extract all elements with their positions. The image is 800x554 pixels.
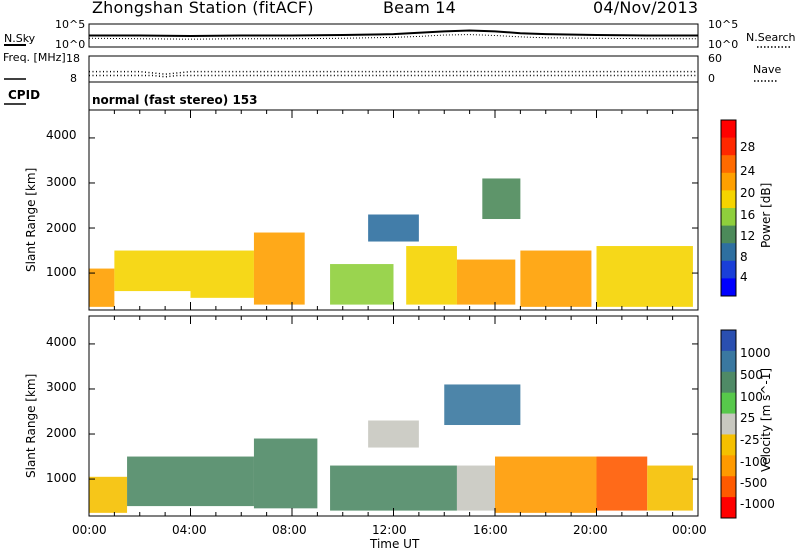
- xtick-2000: 20:00: [573, 523, 608, 537]
- beam-label: Beam 14: [383, 0, 457, 17]
- freq-panel-frame: [88, 55, 699, 83]
- power-ytick-4000: 4000: [46, 128, 77, 142]
- xtick-1200: 12:00: [372, 523, 407, 537]
- power-region-1: [89, 268, 115, 307]
- velocity-colorbar-swatch-8: [721, 476, 736, 498]
- cpid-panel-frame: [88, 81, 699, 111]
- power-region-4: [253, 232, 305, 305]
- nsky-label: N.Sky: [4, 32, 36, 45]
- power-colorbar-swatch-7: [721, 225, 736, 244]
- power-region-6: [368, 214, 419, 242]
- velocity-cbar-tick-minus25: -25: [740, 433, 760, 447]
- velocity-ytick-2000: 2000: [46, 426, 77, 440]
- xtick-0000: 00:00: [72, 523, 107, 537]
- date-label: 04/Nov/2013: [593, 0, 699, 17]
- velocity-colorbar-swatch-6: [721, 434, 736, 456]
- nsky-tick-top: 10^5: [55, 18, 86, 31]
- power-region-7: [406, 246, 457, 305]
- power-colorbar-frame: [720, 119, 737, 297]
- power-ytick-1000: 1000: [46, 265, 77, 279]
- power-colorbar-swatch-10: [721, 278, 736, 297]
- velocity-cbar-tick-minus500: -500: [740, 476, 768, 490]
- velocity-cbar-tick-1000: 1000: [740, 346, 771, 360]
- velocity-cbar-tick-100: 100: [740, 390, 763, 404]
- cpid-label: CPID: [8, 88, 41, 102]
- power-cbar-tick-12: 12: [740, 229, 756, 243]
- velocity-region-6: [456, 465, 495, 511]
- velocity-colorbar-swatch-1: [721, 330, 736, 352]
- velocity-colorbar-swatch-2: [721, 350, 736, 373]
- power-region-8: [456, 259, 516, 305]
- power-colorbar-swatch-6: [721, 208, 736, 227]
- nave-tick-bottom: 0: [708, 72, 715, 85]
- power-region-11: [596, 246, 693, 307]
- power-colorbar-swatch-8: [721, 243, 736, 262]
- velocity-colorbar-swatch-5: [721, 413, 736, 435]
- velocity-ytick-3000: 3000: [46, 380, 77, 394]
- power-region-5: [330, 264, 394, 305]
- power-cbar-tick-4: 4: [740, 270, 748, 284]
- velocity-region-1: [89, 476, 128, 513]
- power-colorbar-swatch-3: [721, 155, 736, 174]
- freq-series-1: [89, 70, 698, 75]
- velocity-colorbar-frame: [720, 329, 737, 519]
- power-colorbar-swatch-2: [721, 137, 736, 156]
- freq-series-2: [89, 74, 698, 78]
- velocity-region-2: [127, 456, 254, 507]
- power-cbar-tick-8: 8: [740, 250, 748, 264]
- velocity-regions: [89, 384, 693, 513]
- velocity-cbar-tick-minus100: -100: [740, 455, 768, 469]
- power-region-9: [482, 178, 521, 220]
- xtick-0400: 04:00: [172, 523, 207, 537]
- power-cbar-tick-20: 20: [740, 186, 756, 200]
- cpid-text: normal (fast stereo) 153: [92, 93, 258, 107]
- power-cbar-tick-16: 16: [740, 208, 756, 222]
- power-cbar-tick-28: 28: [740, 140, 756, 154]
- power-region-2: [114, 250, 191, 292]
- velocity-colorbar-swatch-7: [721, 455, 736, 477]
- freq-tick-bottom: 8: [70, 72, 77, 85]
- nsearch-tick-top: 10^5: [708, 18, 739, 31]
- velocity-region-10: [647, 465, 693, 511]
- velocity-colorbar-swatch-9: [721, 497, 736, 519]
- freq-tick-top: 18: [66, 52, 80, 65]
- station-title: Zhongshan Station (fitACF): [92, 0, 314, 17]
- power-cbar-tick-24: 24: [740, 164, 756, 178]
- power-ytick-2000: 2000: [46, 221, 77, 235]
- power-colorbar-swatch-4: [721, 172, 736, 191]
- freq-label: Freq. [MHz]: [3, 51, 66, 64]
- velocity-region-9: [596, 456, 648, 511]
- power-colorbar-swatch-1: [721, 120, 736, 139]
- xtick-1600: 16:00: [473, 523, 508, 537]
- xtick-0000-end: 00:00: [672, 523, 707, 537]
- velocity-region-7: [444, 384, 521, 426]
- power-ytick-3000: 3000: [46, 175, 77, 189]
- velocity-colorbar-swatch-4: [721, 392, 736, 415]
- power-region-3: [190, 250, 254, 298]
- noise-series-1: [89, 29, 698, 37]
- nave-tick-top: 60: [708, 52, 722, 65]
- velocity-region-3: [253, 438, 318, 509]
- xtick-0800: 08:00: [272, 523, 307, 537]
- power-regions: [89, 178, 693, 307]
- velocity-region-5: [368, 420, 419, 448]
- nsky-tick-bottom: 10^0: [55, 38, 86, 51]
- velocity-colorbar-swatch-3: [721, 371, 736, 394]
- velocity-ytick-1000: 1000: [46, 471, 77, 485]
- velocity-cbar-tick-25: 25: [740, 411, 756, 425]
- power-colorbar-swatch-9: [721, 260, 736, 279]
- nsearch-label: N.Search: [746, 31, 796, 44]
- power-region-10: [520, 250, 592, 307]
- noise-series-2: [88, 34, 698, 40]
- velocity-region-8: [495, 456, 597, 513]
- velocity-cbar-tick-minus1000: -1000: [740, 497, 775, 511]
- nave-label: Nave: [753, 63, 782, 76]
- velocity-ytick-4000: 4000: [46, 335, 77, 349]
- nsearch-tick-bottom: 10^0: [708, 38, 739, 51]
- power-colorbar-swatch-5: [721, 190, 736, 209]
- velocity-cbar-tick-500: 500: [740, 368, 763, 382]
- xaxis-label: Time UT: [370, 537, 420, 551]
- velocity-region-4: [330, 465, 457, 511]
